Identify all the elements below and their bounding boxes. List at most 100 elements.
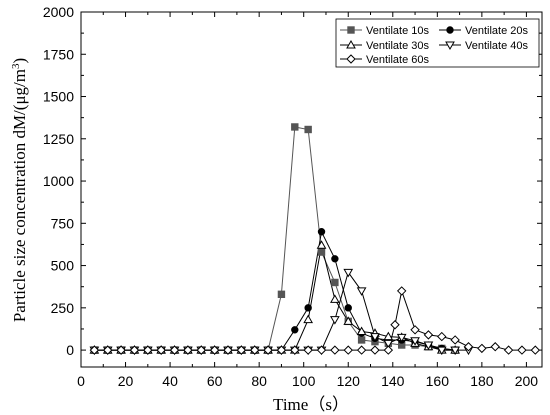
data-point bbox=[304, 304, 312, 312]
x-axis: 0 20 40 60 80 100 120 140 160 180 200 bbox=[77, 12, 538, 389]
data-point bbox=[331, 278, 339, 287]
legend-label: Ventilate 10s bbox=[366, 25, 429, 37]
data-point bbox=[343, 268, 354, 278]
data-point bbox=[330, 316, 340, 325]
y-tick-label: 1000 bbox=[43, 173, 74, 189]
y-tick-label: 500 bbox=[51, 258, 75, 274]
data-point bbox=[390, 320, 400, 330]
legend-label: Ventilate 60s bbox=[366, 54, 429, 66]
data-point bbox=[356, 287, 367, 296]
data-point bbox=[450, 335, 460, 345]
data-point bbox=[490, 342, 500, 352]
data-point bbox=[316, 240, 327, 249]
data-point bbox=[370, 333, 380, 342]
data-point bbox=[236, 345, 247, 355]
y-axis-title-end: ) bbox=[10, 58, 29, 64]
data-point bbox=[344, 304, 352, 312]
legend-label: Ventilate 40s bbox=[465, 40, 528, 52]
data-point bbox=[196, 345, 206, 355]
y-tick-label: 1250 bbox=[43, 131, 74, 147]
data-point bbox=[383, 331, 394, 341]
legend: Ventilate 10s Ventilate 20s Ventilate 30s V… bbox=[335, 18, 540, 68]
data-point bbox=[396, 333, 407, 343]
data-point bbox=[291, 123, 299, 131]
y-tick-label: 750 bbox=[51, 215, 75, 231]
data-point bbox=[517, 345, 527, 355]
data-point bbox=[129, 345, 140, 355]
series-5-points bbox=[89, 286, 541, 355]
data-point bbox=[370, 345, 380, 355]
data-point bbox=[156, 345, 166, 355]
data-point bbox=[223, 345, 233, 355]
data-point bbox=[410, 337, 420, 346]
data-point bbox=[343, 345, 353, 355]
x-tick-label: 40 bbox=[162, 373, 178, 389]
data-point bbox=[477, 343, 487, 354]
data-point bbox=[410, 325, 420, 335]
data-point bbox=[277, 290, 286, 299]
y-tick-label: 1500 bbox=[43, 89, 74, 105]
data-point bbox=[356, 345, 367, 355]
y-axis: 0 250 500 750 1000 1250 1500 1750 2000 bbox=[43, 4, 542, 358]
x-tick-label: 200 bbox=[515, 373, 539, 389]
data-point bbox=[263, 345, 273, 355]
data-point bbox=[436, 346, 447, 356]
legend-marker bbox=[446, 26, 454, 34]
data-point bbox=[317, 248, 326, 256]
data-point bbox=[303, 345, 313, 355]
data-point bbox=[143, 345, 153, 355]
x-axis-title: Time（s） bbox=[273, 395, 349, 414]
x-tick-label: 160 bbox=[426, 373, 450, 389]
data-point bbox=[503, 345, 514, 355]
legend-label: Ventilate 20s bbox=[465, 25, 528, 37]
x-tick-label: 120 bbox=[337, 373, 361, 389]
legend-marker bbox=[346, 39, 356, 49]
x-tick-label: 20 bbox=[118, 373, 134, 389]
data-point bbox=[331, 255, 339, 263]
data-point bbox=[423, 341, 434, 351]
data-point bbox=[437, 331, 447, 342]
x-tick-label: 180 bbox=[470, 373, 494, 389]
x-tick-label: 0 bbox=[77, 373, 85, 389]
data-point bbox=[330, 294, 340, 303]
legend-label: Ventilate 30s bbox=[366, 40, 429, 52]
data-point bbox=[357, 336, 366, 344]
x-tick-label: 140 bbox=[381, 373, 405, 389]
data-point bbox=[169, 345, 180, 355]
data-point bbox=[317, 228, 326, 236]
data-point bbox=[450, 346, 461, 356]
data-point bbox=[383, 339, 394, 349]
data-point bbox=[463, 342, 474, 352]
x-tick-label: 80 bbox=[251, 373, 267, 389]
y-axis-title: Particle size concentration dM/(μg/m3) bbox=[10, 58, 29, 322]
data-point bbox=[276, 345, 287, 355]
data-point bbox=[530, 345, 541, 355]
data-point bbox=[303, 314, 314, 324]
data-point bbox=[383, 345, 394, 355]
data-point bbox=[250, 345, 260, 355]
series-layer bbox=[89, 123, 541, 356]
data-point bbox=[356, 326, 367, 335]
data-point bbox=[290, 345, 300, 355]
data-point bbox=[423, 330, 434, 340]
legend-marker bbox=[347, 26, 355, 34]
data-point bbox=[209, 345, 220, 355]
data-point bbox=[291, 326, 299, 334]
y-tick-label: 1750 bbox=[43, 46, 74, 62]
legend-marker bbox=[445, 41, 455, 51]
data-point bbox=[183, 345, 193, 355]
y-tick-label: 0 bbox=[66, 342, 74, 358]
x-tick-label: 60 bbox=[207, 373, 223, 389]
data-point bbox=[89, 345, 100, 355]
data-point bbox=[343, 316, 354, 325]
y-tick-label: 2000 bbox=[43, 4, 74, 20]
legend-box bbox=[335, 18, 540, 68]
y-axis-title-main: Particle size concentration dM/(μg/m bbox=[10, 69, 29, 322]
data-point bbox=[116, 345, 126, 355]
x-tick-label: 100 bbox=[292, 373, 316, 389]
data-point bbox=[304, 125, 312, 134]
data-point bbox=[316, 345, 327, 355]
data-point bbox=[103, 345, 113, 355]
legend-marker bbox=[346, 54, 356, 64]
